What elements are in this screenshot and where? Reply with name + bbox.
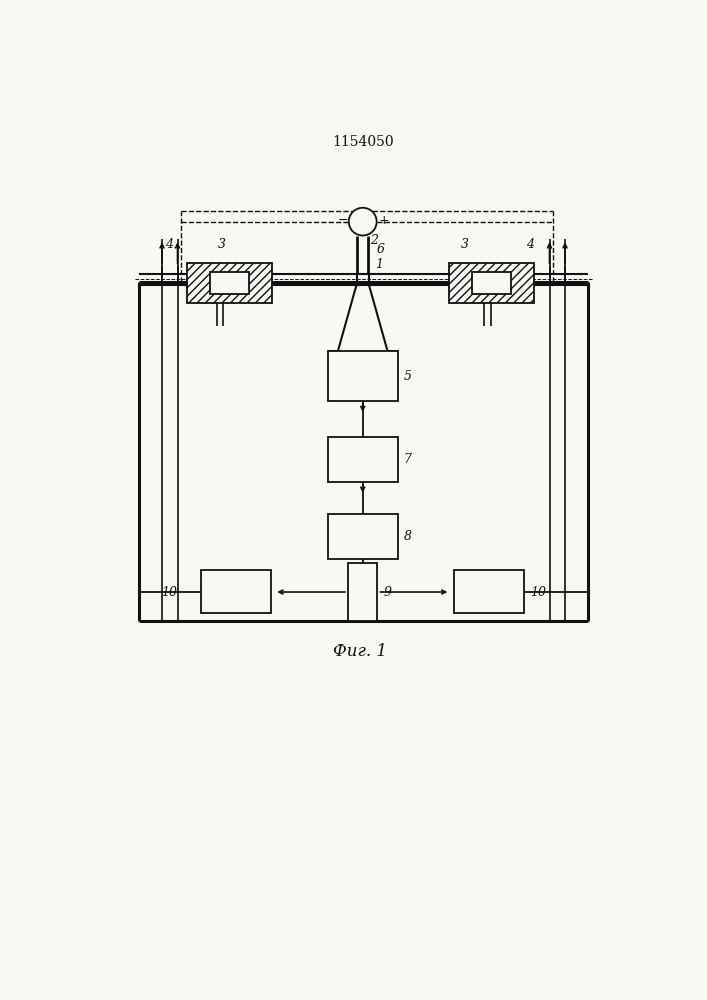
Text: −: − [337, 214, 348, 227]
Text: 10: 10 [530, 586, 546, 599]
Text: 4: 4 [165, 238, 173, 251]
Text: 1154050: 1154050 [333, 135, 395, 149]
Bar [348, 563, 378, 620]
Bar [210, 272, 249, 294]
Bar [328, 514, 397, 559]
Bar [454, 570, 524, 613]
Text: 2: 2 [370, 234, 378, 247]
Text: 3: 3 [218, 238, 226, 251]
Bar [187, 263, 272, 303]
Text: 7: 7 [404, 453, 411, 466]
Text: 3: 3 [460, 238, 468, 251]
Text: 8: 8 [404, 530, 411, 543]
Bar [472, 272, 510, 294]
Text: Фиг. 1: Фиг. 1 [332, 643, 387, 660]
Text: 6: 6 [377, 243, 385, 256]
Bar [328, 351, 397, 401]
Text: 1: 1 [375, 258, 383, 271]
Text: 10: 10 [161, 586, 177, 599]
Bar [449, 263, 534, 303]
Bar [201, 570, 271, 613]
Text: +: + [379, 214, 390, 227]
Text: 4: 4 [526, 238, 534, 251]
Circle shape [349, 208, 377, 235]
Text: 5: 5 [404, 370, 411, 383]
Text: 9: 9 [384, 586, 392, 599]
Bar [328, 437, 397, 482]
